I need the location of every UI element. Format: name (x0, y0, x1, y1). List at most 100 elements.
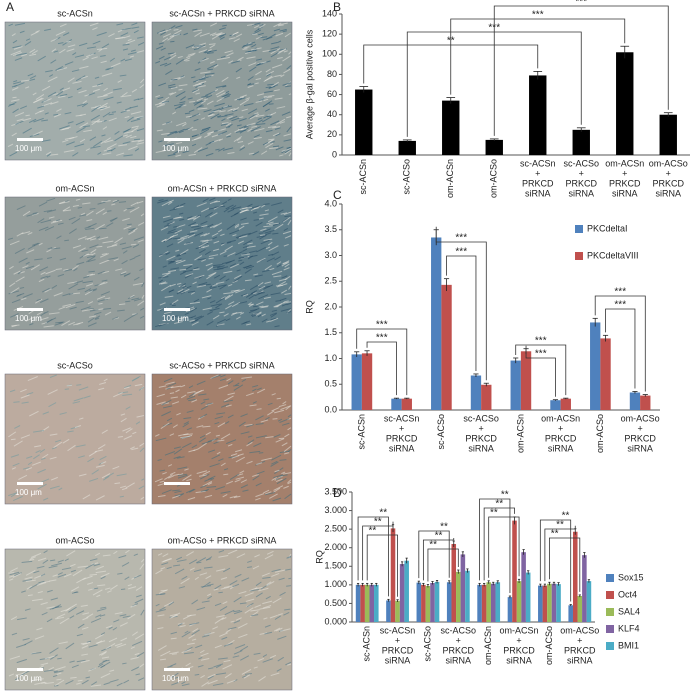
cell (182, 474, 192, 482)
cell (168, 86, 176, 89)
cell (37, 218, 45, 224)
cell (234, 129, 240, 133)
cell (114, 482, 121, 485)
cell (50, 59, 57, 64)
cell (107, 590, 112, 593)
cell (181, 631, 191, 638)
cell (250, 609, 260, 612)
cell (29, 556, 36, 560)
cell (248, 294, 256, 300)
cell (26, 392, 34, 396)
cell (282, 30, 288, 33)
significance-bracket (356, 328, 408, 396)
cell (160, 567, 166, 570)
cell (75, 120, 85, 126)
cell (207, 583, 214, 586)
bar (572, 129, 590, 155)
cell (64, 112, 72, 115)
cell (170, 385, 182, 389)
cell (187, 233, 196, 239)
cell (137, 300, 145, 306)
cell (281, 111, 291, 116)
cell (82, 494, 91, 500)
cell (50, 220, 58, 224)
bar (520, 351, 532, 410)
cell (162, 37, 169, 43)
cell (256, 235, 266, 238)
y-tick-label: 0.0 (324, 404, 337, 414)
cell (95, 464, 105, 468)
cell (25, 316, 35, 322)
cell (16, 643, 27, 648)
cell (263, 284, 274, 290)
cell (127, 584, 132, 587)
significance-label: *** (535, 349, 547, 360)
cell (205, 431, 211, 436)
cell (244, 46, 250, 49)
cell (227, 252, 236, 257)
bar (355, 89, 373, 155)
cell (100, 291, 110, 296)
cell (219, 284, 228, 290)
cell (276, 668, 282, 672)
cell (213, 441, 220, 445)
cell (30, 264, 40, 271)
cell (209, 32, 217, 36)
cell (250, 290, 258, 295)
cell (194, 576, 200, 580)
cell (261, 116, 272, 123)
cell (125, 482, 135, 489)
cell (93, 140, 103, 148)
scale-bar (17, 482, 43, 485)
y-tick-label: 100 (322, 49, 337, 59)
cell (250, 205, 260, 209)
cell (257, 63, 263, 66)
cell (13, 572, 22, 577)
cell (180, 75, 185, 78)
bar (477, 584, 482, 622)
cell (92, 589, 103, 596)
cell (260, 234, 266, 236)
cell (182, 269, 193, 273)
cell (275, 146, 284, 151)
cell (207, 131, 214, 135)
cell (262, 60, 271, 64)
cell (98, 236, 109, 240)
cell (174, 29, 182, 35)
cell (139, 442, 145, 447)
cell (253, 442, 262, 447)
cell (21, 297, 27, 301)
cell (233, 384, 240, 387)
cell (229, 473, 240, 481)
cell (90, 684, 102, 687)
cell (186, 242, 191, 244)
cell (265, 129, 273, 133)
cell (166, 221, 173, 225)
cell (239, 645, 249, 652)
cell (95, 495, 105, 501)
cell (168, 269, 177, 273)
y-tick-label: 1.000 (324, 579, 347, 589)
cell (69, 563, 76, 567)
cell (205, 556, 213, 561)
cell (247, 128, 253, 132)
cell (273, 28, 281, 32)
cell (261, 150, 268, 155)
cell (158, 42, 164, 45)
cell (22, 210, 31, 217)
cell (42, 559, 49, 564)
cell (134, 652, 140, 656)
image-label: om-ACSn + PRKCD siRNA (168, 183, 277, 193)
cell (176, 254, 182, 258)
cell (173, 103, 185, 107)
cell (11, 132, 17, 137)
cell (236, 553, 246, 559)
cell (47, 256, 53, 259)
cell (178, 130, 184, 134)
cell (258, 676, 266, 682)
cell (103, 682, 111, 686)
cell (114, 611, 123, 615)
x-tick-label: sc-ACSn (358, 159, 368, 195)
bar (481, 584, 487, 622)
